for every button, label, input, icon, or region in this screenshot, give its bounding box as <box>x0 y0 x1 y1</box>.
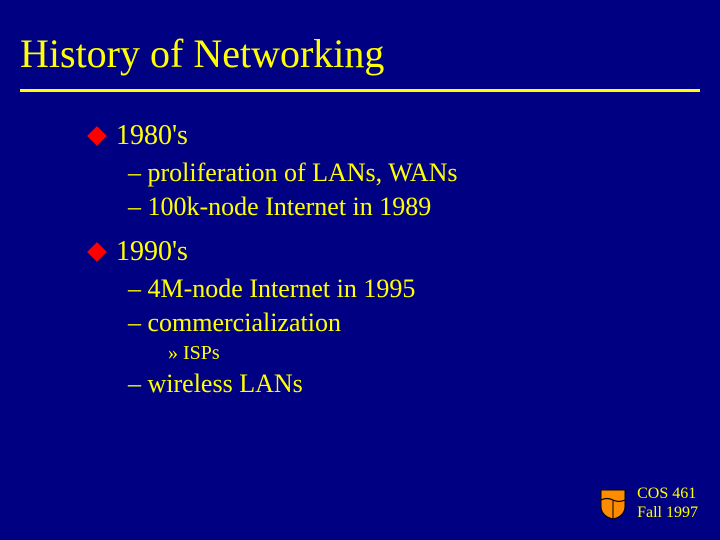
bullet-level2: – proliferation of LANs, WANs <box>128 158 720 188</box>
bullet-level2: – wireless LANs <box>128 369 720 399</box>
diamond-icon <box>87 126 107 146</box>
bullet-level2: – commercialization <box>128 308 720 338</box>
slide-footer: COS 461 Fall 1997 <box>599 485 698 522</box>
bullet-level1: 1990's <box>90 236 720 268</box>
bullet-level3: » ISPs <box>168 342 720 365</box>
footer-text: COS 461 Fall 1997 <box>637 485 698 522</box>
title-area: History of Networking <box>0 0 720 85</box>
bullet-level2: – 4M-node Internet in 1995 <box>128 274 720 304</box>
diamond-icon <box>87 242 107 262</box>
footer-term: Fall 1997 <box>637 504 698 522</box>
footer-course: COS 461 <box>637 485 698 503</box>
bullet-level2: – 100k-node Internet in 1989 <box>128 192 720 222</box>
slide-title: History of Networking <box>20 30 700 77</box>
shield-icon <box>599 488 627 520</box>
bullet-label: 1990's <box>116 236 188 268</box>
bullet-level1: 1980's <box>90 120 720 152</box>
slide-content: 1980's – proliferation of LANs, WANs – 1… <box>0 92 720 399</box>
bullet-label: 1980's <box>116 120 188 152</box>
